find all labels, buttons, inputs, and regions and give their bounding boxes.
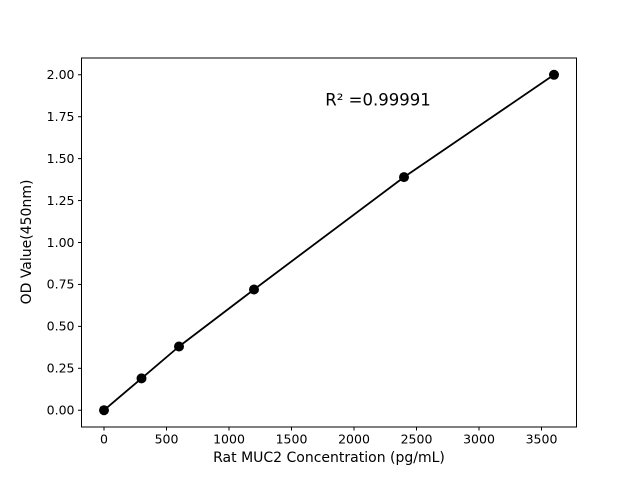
data-point-marker <box>249 284 259 295</box>
y-tick-label: 1.00 <box>47 235 75 250</box>
x-tick-label: 3500 <box>526 432 558 447</box>
y-tick-label: 1.50 <box>47 151 75 166</box>
r-squared-annotation: R² =0.99991 <box>325 90 431 110</box>
standard-curve-line <box>103 74 555 411</box>
y-tick-label: 0.00 <box>47 403 75 418</box>
y-tick-label: 2.00 <box>47 67 75 82</box>
x-tick-label: 2000 <box>338 432 370 447</box>
y-tick-label: 0.50 <box>47 319 75 334</box>
data-point-marker <box>399 172 409 183</box>
y-tick-label: 1.75 <box>47 109 75 124</box>
data-point-marker <box>549 69 559 80</box>
y-axis-label: OD Value(450nm) <box>19 179 35 305</box>
plot-frame <box>81 57 577 428</box>
x-tick-label: 1000 <box>213 432 245 447</box>
data-point-marker <box>174 341 184 352</box>
x-tick-label: 1500 <box>276 432 308 447</box>
y-tick-label: 0.75 <box>47 277 75 292</box>
data-point-marker <box>136 373 147 384</box>
y-tick-label: 0.25 <box>47 361 75 376</box>
x-tick-label: 500 <box>155 432 179 447</box>
x-axis-label: Rat MUC2 Concentration (pg/mL) <box>213 450 445 466</box>
y-tick-label: 1.25 <box>47 193 75 208</box>
x-tick-label: 0 <box>100 432 108 447</box>
x-tick-label: 2500 <box>401 432 433 447</box>
x-tick-label: 3000 <box>463 432 495 447</box>
data-point-marker <box>99 405 109 416</box>
